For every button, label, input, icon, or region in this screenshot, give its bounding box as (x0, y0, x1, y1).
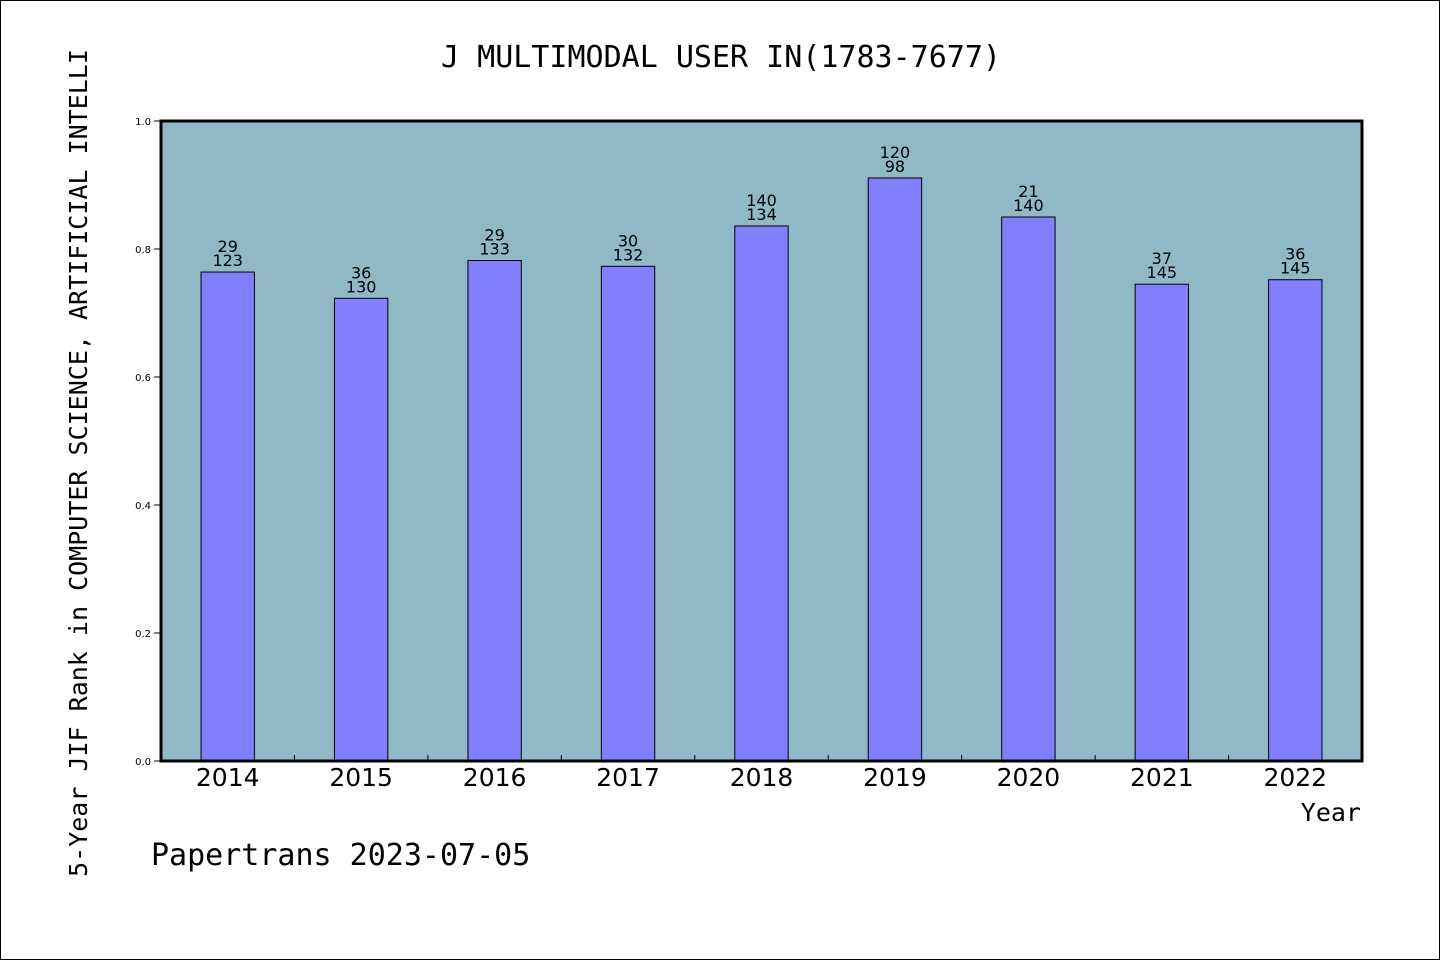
bar (200, 271, 255, 762)
y-tick-label: 0.6 (135, 373, 151, 384)
bar-data-label: 140 (746, 191, 777, 210)
y-axis-label: 5-Year JIF Rank in COMPUTER SCIENCE, ART… (64, 49, 93, 877)
bar (333, 297, 389, 762)
bar-data-label: 29 (218, 237, 238, 256)
bar (734, 225, 789, 762)
bar (1134, 283, 1190, 762)
bar (867, 177, 923, 762)
x-tick-label: 2021 (1130, 763, 1194, 792)
bar-data-label: 37 (1152, 249, 1172, 268)
bar-data-label: 130 (346, 277, 377, 296)
bar (467, 260, 522, 762)
y-tick-label: 0.0 (135, 757, 151, 768)
bar-data-label: 29 (484, 226, 504, 245)
bar-data-label: 120 (880, 143, 911, 162)
x-tick-label: 2022 (1263, 763, 1327, 792)
bar-data-label: 98 (885, 157, 905, 176)
bar-data-label: 140 (1013, 196, 1044, 215)
bar-data-label: 30 (618, 231, 638, 250)
bar-data-label: 36 (351, 263, 371, 282)
bar-data-label: 21 (1018, 182, 1038, 201)
bar-data-label: 145 (1280, 259, 1311, 278)
bar-data-label: 145 (1147, 263, 1178, 282)
bar (600, 265, 656, 762)
x-tick-label: 2018 (730, 763, 794, 792)
plot-area: 2912320143613020152913320163013220171401… (135, 117, 1364, 792)
x-tick-label: 2019 (863, 763, 927, 792)
y-tick-label: 0.8 (135, 245, 151, 256)
bar-data-label: 132 (613, 245, 644, 264)
bar-data-label: 36 (1285, 245, 1305, 264)
bar (1001, 216, 1056, 762)
bar (1268, 279, 1323, 762)
bar-data-label: 123 (212, 251, 243, 270)
x-tick-label: 2015 (329, 763, 393, 792)
x-axis-label: Year (1301, 798, 1361, 827)
plot-frame (159, 119, 1364, 763)
x-tick-label: 2017 (596, 763, 660, 792)
y-tick-label: 1.0 (135, 117, 151, 128)
bar-data-label: 133 (479, 240, 510, 259)
y-tick-label: 0.4 (135, 501, 151, 512)
y-tick-label: 0.2 (135, 629, 151, 640)
chart-title: J MULTIMODAL USER IN(1783-7677) (441, 40, 1001, 75)
x-tick-label: 2016 (463, 763, 527, 792)
x-tick-label: 2020 (997, 763, 1061, 792)
watermark-text: Papertrans 2023-07-05 (151, 838, 530, 873)
bar-data-label: 134 (746, 205, 777, 224)
x-tick-label: 2014 (196, 763, 260, 792)
